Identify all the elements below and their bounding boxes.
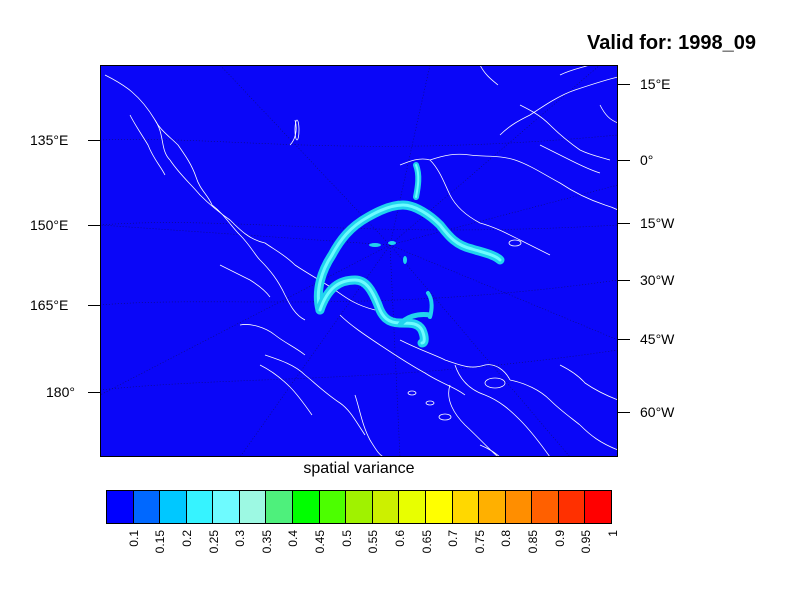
colorbar-box <box>505 491 533 523</box>
colorbar-tick-label: 0.5 <box>339 530 354 547</box>
colorbar-tick-label: 0.75 <box>472 530 487 554</box>
colorbar-tick-label: 0.6 <box>392 530 407 547</box>
right-tick-label: 60°W <box>640 404 675 420</box>
colorbar-box <box>186 491 214 523</box>
colorbar-box <box>266 491 294 523</box>
colorbar-tick-label: 0.65 <box>419 530 434 554</box>
right-tick-label: 15°E <box>640 76 671 92</box>
left-tick-label: 165°E <box>30 297 69 313</box>
left-tick-mark <box>88 140 100 141</box>
colorbar-tick-label: 0.2 <box>179 530 194 547</box>
colorbar-tick-label: 0.4 <box>286 530 301 547</box>
colorbar-tick-label: 0.7 <box>446 530 461 547</box>
right-tick-mark <box>618 412 630 413</box>
left-tick-label: 135°E <box>30 132 69 148</box>
left-tick-label: 150°E <box>30 217 69 233</box>
colorbar-tick-label: 0.55 <box>366 530 381 554</box>
right-tick-mark <box>618 280 630 281</box>
colorbar-tick-label: 0.35 <box>259 530 274 554</box>
colorbar-box <box>160 491 187 523</box>
colorbar-tick-label: 0.8 <box>499 530 514 547</box>
right-tick-label: 45°W <box>640 331 675 347</box>
right-tick-label: 15°W <box>640 215 675 231</box>
field-background <box>100 65 618 457</box>
map-canvas <box>100 65 618 457</box>
colorbar-tick-label: 0.15 <box>153 530 168 554</box>
colorbar-tick-label: 0.85 <box>526 530 541 554</box>
colorbar-tick-label: 0.25 <box>206 530 221 554</box>
variance-ring <box>313 162 505 348</box>
left-tick-mark <box>88 225 100 226</box>
plot-title: Valid for: 1998_09 <box>587 32 756 54</box>
colorbar-box <box>319 491 347 523</box>
right-tick-mark <box>618 339 630 340</box>
colorbar-box <box>133 491 161 523</box>
colorbar-tick-label: 0.3 <box>233 530 248 547</box>
right-tick-label: 30°W <box>640 272 675 288</box>
colorbar-box <box>425 491 453 523</box>
left-tick-mark <box>88 392 100 393</box>
coastlines <box>104 65 618 457</box>
right-tick-label: 0° <box>640 152 654 168</box>
colorbar-tick-label: 0.1 <box>126 530 141 547</box>
colorbar-box <box>107 491 134 523</box>
map-panel <box>100 65 618 457</box>
colorbar-box <box>452 491 480 523</box>
colorbar-box <box>558 491 586 523</box>
right-tick-mark <box>618 223 630 224</box>
map-frame <box>100 65 618 457</box>
colorbar <box>106 490 612 524</box>
colorbar-box <box>479 491 506 523</box>
colorbar-tick-label: 0.45 <box>313 530 328 554</box>
right-tick-mark <box>618 84 630 85</box>
colorbar-box <box>372 491 400 523</box>
left-tick-label: 180° <box>46 384 75 400</box>
right-tick-mark <box>618 160 630 161</box>
colorbar-labels: 0.1 0.15 0.2 0.25 0.3 0.35 0.4 0.45 0.5 0.55 0.6 0.… <box>106 530 620 600</box>
colorbar-tick-label: 0.95 <box>579 530 594 554</box>
left-tick-mark <box>88 305 100 306</box>
colorbar-box <box>585 491 611 523</box>
colorbar-box <box>532 491 559 523</box>
colorbar-box <box>293 491 320 523</box>
colorbar-tick-label: 0.9 <box>552 530 567 547</box>
colorbar-tick-label: 1 <box>606 530 620 537</box>
graticule <box>100 65 618 457</box>
colorbar-box <box>399 491 426 523</box>
colorbar-box <box>346 491 373 523</box>
colorbar-box <box>239 491 267 523</box>
colorbar-caption: spatial variance <box>303 460 415 477</box>
colorbar-box <box>213 491 240 523</box>
